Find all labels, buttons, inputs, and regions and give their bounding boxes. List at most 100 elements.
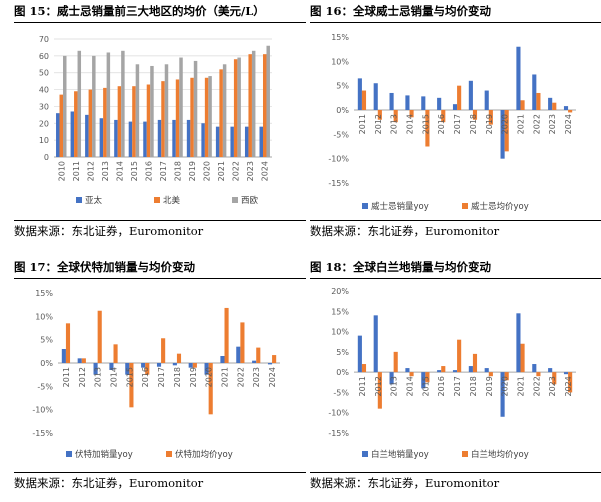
legend-swatch [166,451,172,457]
x-tick-label: 2022 [532,376,541,396]
bar [441,110,446,123]
bar [520,100,525,110]
y-tick-label: 10 [39,136,49,145]
legend-swatch [462,451,468,457]
y-tick-label: 50 [39,69,49,78]
chart-fig16: -15% -10% -5% 0% 5% 10% 15% 2011 2012 2013 2014 201… [328,33,576,212]
x-tick-label: 2021 [517,376,526,396]
x-tick-label: 2015 [421,114,430,134]
x-tick-label: 2019 [189,367,198,387]
x-tick-label: 2016 [144,161,153,181]
bar [121,50,125,157]
x-tick-label: 2019 [485,114,494,134]
panel-source: 数据来源：东北证券，Euromonitor [14,220,306,241]
panel-title: 图 15：威士忌销量前三大地区的均价（美元/L） [14,0,306,23]
bar [176,353,182,363]
x-tick-label: 2011 [358,376,367,396]
bar [405,95,410,110]
bar [113,344,118,363]
y-tick-label: 15% [331,33,349,42]
bar [552,372,557,385]
legend-swatch [154,197,160,203]
bar [172,119,176,157]
bar [425,110,430,147]
y-tick-label: 10% [331,328,349,337]
x-tick-label: 2022 [236,367,245,387]
bar [256,347,261,363]
x-tick-label: 2018 [469,114,478,134]
bar [56,113,60,157]
bar [201,123,205,157]
x-tick-label: 2012 [78,367,87,387]
chart-fig15: 0 10 20 30 40 50 60 70 2010 2011 2012 2013 2014 2015 2… [39,35,272,206]
bar [233,59,238,157]
bar [361,90,367,110]
bar [377,110,382,120]
legend-swatch [462,203,468,209]
x-tick-label: 2017 [453,376,462,396]
x-tick-label: 2012 [374,114,383,134]
bar [161,81,165,157]
x-tick-label: 2020 [203,161,212,181]
x-tick-label: 2024 [268,367,277,387]
bar [188,363,193,368]
panel-source: 数据来源：东北证券，Euromonitor [310,472,601,493]
bar [389,372,394,385]
bar [457,339,462,373]
bar [74,91,78,157]
bar [472,110,478,120]
legend-swatch [232,197,238,203]
legend-label: 西欧 [241,195,259,206]
x-tick-label: 2014 [110,367,119,387]
legend-label: 亚太 [85,195,103,206]
y-tick-label: 40 [39,86,49,95]
bar [164,64,169,157]
bar [536,92,541,110]
x-tick-label: 2014 [115,161,124,181]
x-tick-label: 2013 [390,376,399,396]
bar [88,89,93,157]
y-tick-label: -15% [328,179,349,188]
legend-swatch [66,451,72,457]
x-tick-label: 2014 [406,114,415,134]
x-tick-label: 2017 [157,367,166,387]
bar [552,102,557,110]
bar [61,349,66,363]
bar [452,104,458,110]
y-tick-label: -10% [328,155,349,164]
x-tick-label: 2021 [217,161,226,181]
y-tick-label: 70 [39,35,49,44]
y-tick-label: 0% [336,368,349,377]
bar [532,74,537,110]
bar [563,372,569,375]
x-tick-label: 2015 [421,376,430,396]
y-tick-label: -5% [333,130,349,139]
bar [215,126,220,157]
bar [204,77,209,157]
bar [373,315,378,373]
x-tick-label: 2011 [62,367,71,387]
bar [93,363,98,375]
legend-swatch [362,451,368,457]
bar [252,360,257,363]
x-tick-label: 2011 [358,114,367,134]
bar [59,94,64,157]
x-tick-label: 2019 [485,376,494,396]
bar [536,372,541,377]
bar [145,363,150,375]
bar [272,355,277,363]
bar [208,363,213,415]
bar [143,121,147,157]
bar [99,118,104,157]
bar [156,363,162,367]
bar [97,310,102,363]
bar [190,77,194,157]
y-tick-label: -10% [328,409,349,418]
bar [230,126,234,157]
bar [568,372,573,393]
bar [70,111,75,157]
bar [106,52,111,157]
panel-title: 图 16：全球威士忌销量与均价变动 [310,0,601,23]
bar [117,86,122,157]
bar [488,372,493,377]
